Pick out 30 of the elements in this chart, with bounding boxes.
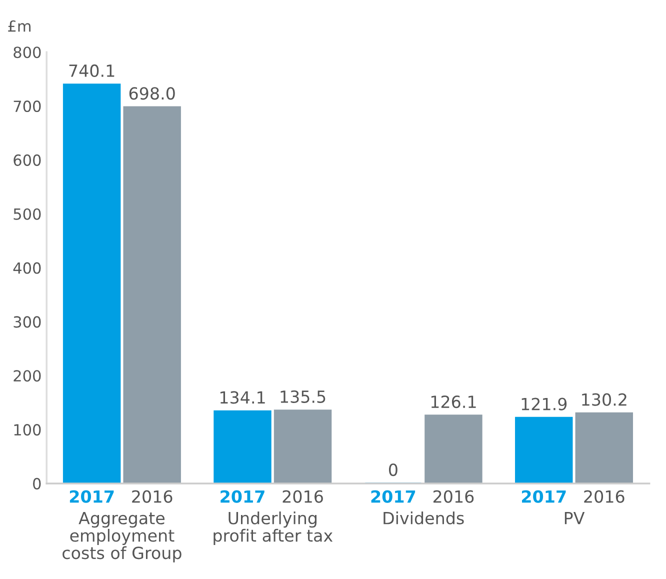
y-tick-label: 0	[33, 478, 41, 490]
data-label: 0	[388, 463, 398, 476]
y-tick-label: 700	[14, 100, 41, 112]
data-label: 126.1	[431, 395, 476, 408]
y-tick-label: 200	[14, 370, 41, 382]
y-tick-label: 800	[14, 46, 41, 58]
series-label: 2016	[132, 490, 172, 503]
y-tick-label: 400	[13, 262, 41, 274]
text: 2016	[584, 490, 624, 503]
data-label: 135.5	[280, 390, 326, 404]
y-tick-label: 100	[14, 424, 41, 436]
x-tick-label: PV	[564, 512, 585, 524]
text: 2016	[433, 490, 474, 503]
data-label: 740.1	[69, 64, 114, 78]
y-tick-label: 300	[14, 316, 41, 328]
data-label: 698.0	[129, 87, 175, 100]
data-label: 121.9	[522, 398, 567, 410]
series-label: 2017	[70, 490, 114, 503]
data-label: 134.1	[220, 391, 265, 404]
y-tick-label: 500	[14, 208, 41, 220]
text: 2016	[282, 490, 323, 503]
data-label: 130.2	[582, 393, 626, 406]
text: 2017	[371, 490, 416, 503]
x-tick-label: Aggregate employment costs of Group	[62, 512, 182, 562]
x-tick-label: Underlying profit after tax	[214, 512, 333, 546]
text: 2017	[522, 490, 566, 503]
y-tick-label: 600	[14, 154, 41, 166]
y-axis-title: £m	[8, 20, 30, 32]
x-tick-label: Dividends	[384, 512, 464, 524]
text: 2017	[220, 490, 264, 503]
